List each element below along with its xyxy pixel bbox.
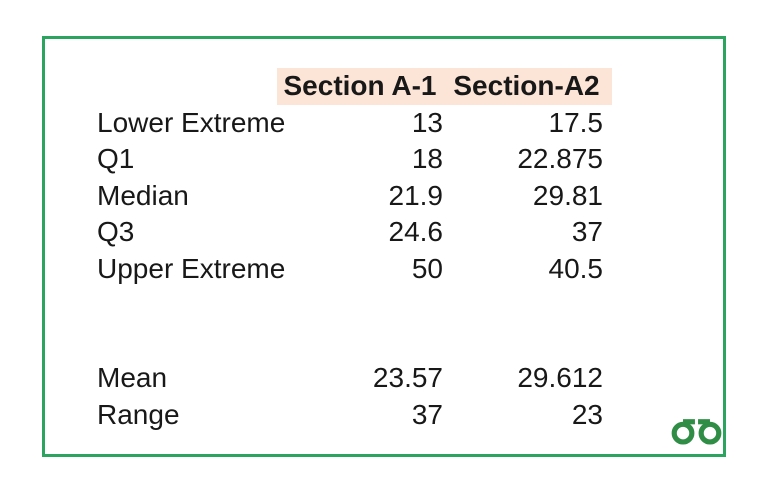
cell-upper-extreme-a2: 40.5 xyxy=(548,252,604,284)
cell-q3-a1: 24.6 xyxy=(388,216,444,248)
blank-row xyxy=(97,324,612,361)
blank-row xyxy=(97,287,612,324)
header-section-a2: Section-A2 xyxy=(450,68,612,105)
cell-mean-a2: 29.612 xyxy=(517,362,603,394)
cell-median-a2: 29.81 xyxy=(532,179,603,211)
cell-upper-extreme-a1: 50 xyxy=(411,252,443,284)
green-border-frame: Section A-1 Section-A2 Lower Extreme 13 … xyxy=(42,36,726,457)
cell-q3-a2: 37 xyxy=(571,216,603,248)
cell-median-a1: 21.9 xyxy=(388,179,444,211)
row-label-lower-extreme: Lower Extreme xyxy=(97,106,286,138)
geeksforgeeks-logo-icon xyxy=(671,419,722,445)
row-label-mean: Mean xyxy=(97,362,168,394)
cell-mean-a1: 23.57 xyxy=(372,362,443,394)
statistics-table: Section A-1 Section-A2 Lower Extreme 13 … xyxy=(97,68,612,433)
cell-q1-a2: 22.875 xyxy=(517,143,603,175)
header-section-a1: Section A-1 xyxy=(277,68,450,105)
cell-range-a2: 23 xyxy=(571,398,603,430)
row-label-upper-extreme: Upper Extreme xyxy=(97,252,286,284)
row-label-median: Median xyxy=(97,179,189,211)
row-label-range: Range xyxy=(97,398,180,430)
cell-lower-extreme-a1: 13 xyxy=(411,106,443,138)
row-label-q1: Q1 xyxy=(97,143,135,175)
cell-range-a1: 37 xyxy=(411,398,443,430)
row-label-q3: Q3 xyxy=(97,216,135,248)
cell-lower-extreme-a2: 17.5 xyxy=(548,106,604,138)
header-corner-cell xyxy=(97,68,277,105)
cell-q1-a1: 18 xyxy=(411,143,443,175)
